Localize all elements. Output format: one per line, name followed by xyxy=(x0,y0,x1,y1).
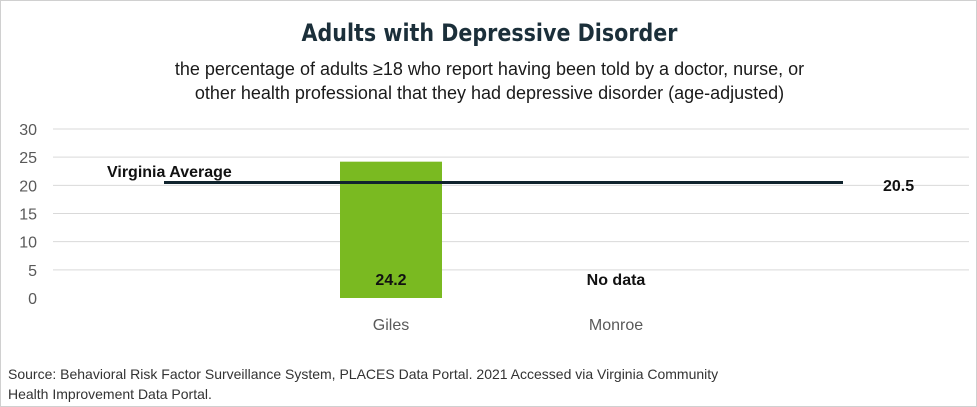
bar-chart: 0 5 10 15 20 25 30 24.2 Giles No data Monroe Virgin… xyxy=(19,122,969,334)
y-tick-label: 5 xyxy=(28,263,37,280)
reference-line-label: Virginia Average xyxy=(107,164,232,181)
source-note: Source: Behavioral Risk Factor Surveilla… xyxy=(8,364,808,404)
y-tick-label: 25 xyxy=(19,150,37,167)
y-tick-label: 0 xyxy=(28,291,37,308)
data-label: 24.2 xyxy=(375,272,406,289)
source-line-1: Source: Behavioral Risk Factor Surveilla… xyxy=(8,366,719,382)
y-tick-label: 10 xyxy=(19,235,37,252)
reference-line-value: 20.5 xyxy=(883,178,914,195)
subtitle-line-2: other health professional that they had … xyxy=(194,83,785,103)
chart-title: Adults with Depressive Disorder xyxy=(301,19,678,47)
subtitle-line-1: the percentage of adults ≥18 who report … xyxy=(174,59,805,79)
chart-subtitle: the percentage of adults ≥18 who report … xyxy=(1,57,977,105)
source-line-2: Health Improvement Data Portal. xyxy=(8,386,212,402)
bar xyxy=(340,161,442,298)
y-tick-label: 15 xyxy=(19,207,37,224)
x-tick-label: Giles xyxy=(373,317,409,334)
x-tick-label: Monroe xyxy=(589,317,643,334)
y-tick-label: 30 xyxy=(19,122,37,139)
data-label: No data xyxy=(587,272,646,289)
y-tick-label: 20 xyxy=(19,178,37,195)
